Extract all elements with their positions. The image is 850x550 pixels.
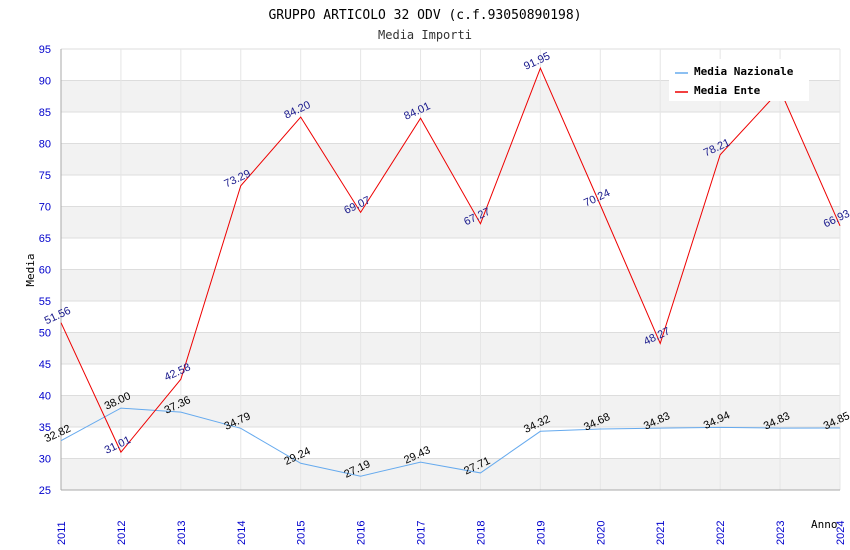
x-tick-label: 2014 [236,521,248,545]
y-axis-label: Media [24,253,37,286]
axes [60,49,840,491]
series-line-media-ente [60,66,841,454]
background-band [61,332,840,364]
x-tick-label: 2023 [775,521,787,545]
background-band [61,395,840,427]
y-tick-label: 45 [39,359,51,371]
y-tick-label: 60 [39,265,51,277]
y-tick-label: 50 [39,328,51,340]
series-line-media-nazionale [60,407,841,477]
background-band [61,269,840,301]
y-tick-label: 85 [39,107,51,119]
legend-box [669,59,809,101]
plot-background-bands [61,80,840,490]
x-tick-label: 2024 [835,521,847,545]
y-tick-label: 30 [39,454,51,466]
legend: Media Nazionale Media Ente [669,59,809,101]
y-tick-label: 75 [39,170,51,182]
y-tick-label: 80 [39,139,51,151]
background-band [61,143,840,175]
legend-label-media-ente: Media Ente [694,84,761,97]
x-tick-label: 2020 [595,521,607,545]
y-tick-label: 90 [39,76,51,88]
x-tick-label: 2018 [475,521,487,545]
x-tick-label: 2021 [655,521,667,545]
y-tick-label: 35 [39,422,51,434]
y-tick-label: 55 [39,296,51,308]
y-tick-labels: 25 30 35 40 45 50 55 60 65 70 75 80 85 90 95 [39,44,51,497]
background-band [61,206,840,238]
data-label: 91.95 [522,50,552,73]
chart-subtitle: Media Importi [378,28,472,42]
y-tick-label: 25 [39,485,51,497]
x-tick-label: 2015 [296,521,308,545]
x-tick-label: 2019 [535,521,547,545]
data-label: 31.01 [103,434,133,457]
y-tick-label: 65 [39,233,51,245]
chart-title: GRUPPO ARTICOLO 32 ODV (c.f.93050890198) [268,8,581,23]
x-tick-label: 2011 [56,521,68,545]
y-tick-label: 70 [39,202,51,214]
x-tick-label: 2017 [416,521,428,545]
x-tick-label: 2016 [356,521,368,545]
y-tick-label: 40 [39,391,51,403]
x-tick-label: 2022 [715,521,727,545]
y-tick-label: 95 [39,44,51,56]
data-label: 51.56 [43,305,73,328]
x-tick-label: 2012 [116,521,128,545]
x-tick-label: 2013 [176,521,188,545]
x-axis-label: Anno [811,518,838,531]
series-lines [60,66,841,477]
legend-label-media-nazionale: Media Nazionale [694,65,794,78]
x-tick-labels: 2011 2012 2013 2014 2015 2016 2017 2018 2019 2020… [56,521,847,545]
background-band [61,458,840,490]
data-label: 42.58 [163,361,193,384]
